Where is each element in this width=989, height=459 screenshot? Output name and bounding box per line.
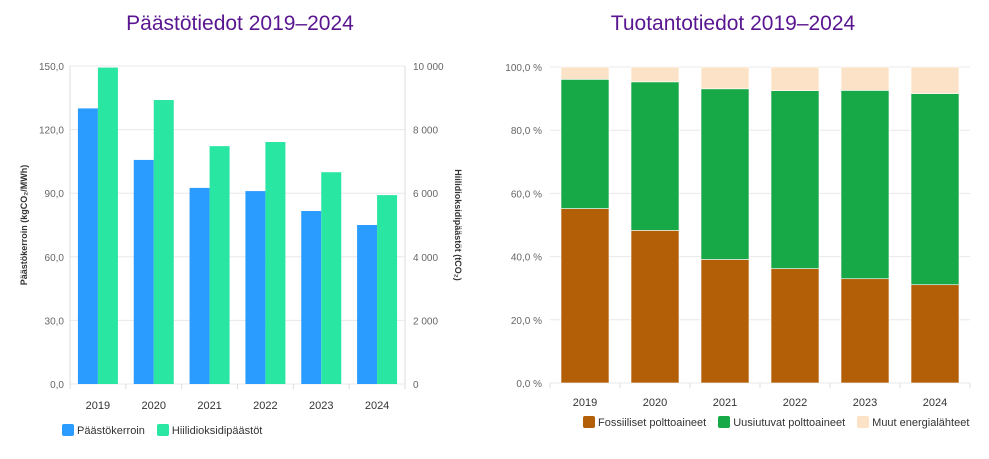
bar-paastokerroin	[245, 191, 266, 384]
y-tick-label: 100,0 %	[505, 63, 542, 74]
stacked-bar-segment	[910, 284, 960, 384]
legend-item[interactable]: Hiilidioksidipäästöt	[156, 424, 263, 437]
production-legend: Fossiiliset polttoaineet Uusiutuvat poltt…	[583, 416, 969, 429]
legend-swatch	[718, 416, 731, 428]
stacked-bar-segment	[840, 66, 890, 91]
bar-hiilidioksidipaastot	[153, 100, 174, 384]
stacked-bar-segment	[770, 268, 820, 384]
stacked-bar-segment	[700, 88, 750, 260]
legend-item[interactable]: Uusiutuvat polttoaineet	[718, 416, 845, 429]
legend-label: Päästökerroin	[77, 425, 145, 437]
bar-paastokerroin	[301, 211, 322, 384]
y-tick-label: 0,0 %	[516, 379, 542, 390]
y-tick-label: 60,0	[45, 253, 65, 264]
stacked-bar-segment	[560, 66, 610, 80]
legend-swatch	[857, 416, 870, 428]
x-tick-label: 2020	[643, 397, 667, 409]
stacked-bar-segment	[630, 81, 680, 231]
y2-tick-label: 10 000	[413, 62, 444, 73]
bar-hiilidioksidipaastot	[97, 67, 118, 384]
y-tick-label: 60,0 %	[511, 189, 542, 200]
x-tick-label: 2023	[309, 400, 333, 412]
y-tick-label: 120,0	[39, 126, 64, 137]
stacked-bar-segment	[630, 66, 680, 83]
y-tick-label: 90,0	[45, 189, 65, 200]
bar-paastokerroin	[133, 159, 154, 384]
x-tick-label: 2019	[573, 397, 597, 409]
y-tick-label: 20,0 %	[511, 316, 542, 327]
legend-label: Muut energialähteet	[872, 417, 970, 429]
stacked-bar-segment	[560, 208, 610, 384]
emissions-chart-title: Päästötiedot 2019–2024	[126, 12, 354, 35]
bar-hiilidioksidipaastot	[209, 146, 230, 384]
y2-tick-label: 2 000	[413, 316, 438, 327]
y2-axis-title: Hiilidioksidipäästöt (tCO₂)	[453, 169, 463, 281]
x-tick-label: 2022	[783, 397, 807, 409]
production-chart-title: Tuotantotiedot 2019–2024	[610, 12, 856, 35]
x-tick-label: 2023	[853, 397, 877, 409]
bar-hiilidioksidipaastot	[265, 142, 286, 384]
stacked-bar-segment	[770, 66, 820, 92]
x-tick-label: 2021	[197, 400, 221, 412]
legend-swatch	[156, 424, 169, 436]
emissions-legend: Päästökerroin Hiilidioksidipäästöt	[62, 424, 262, 437]
legend-swatch	[62, 424, 74, 436]
legend-label: Hiilidioksidipäästöt	[171, 425, 263, 437]
bar-paastokerroin	[357, 225, 378, 384]
bar-paastokerroin	[189, 187, 210, 384]
stacked-bar-segment	[700, 66, 750, 90]
y2-tick-label: 4 000	[413, 253, 438, 264]
legend-item[interactable]: Muut energialähteet	[857, 416, 969, 429]
y-tick-label: 150,0	[39, 62, 64, 73]
x-tick-label: 2019	[86, 400, 110, 412]
y2-tick-label: 0	[413, 380, 419, 391]
y2-tick-label: 8 000	[413, 126, 438, 137]
stacked-bar-segment	[910, 93, 960, 286]
y-tick-label: 30,0	[45, 316, 65, 327]
stacked-bar-segment	[700, 259, 750, 384]
x-tick-label: 2022	[253, 400, 277, 412]
x-tick-label: 2024	[923, 397, 947, 409]
x-tick-label: 2020	[142, 400, 166, 412]
x-tick-label: 2021	[713, 397, 737, 409]
y-tick-label: 0,0	[50, 380, 64, 391]
stacked-bar-segment	[560, 79, 610, 209]
legend-label: Fossiiliset polttoaineet	[598, 417, 707, 429]
y2-tick-label: 6 000	[413, 189, 438, 200]
stacked-bar-segment	[770, 90, 820, 269]
bar-paastokerroin	[77, 108, 98, 385]
stacked-bar-segment	[910, 66, 960, 94]
legend-swatch	[583, 416, 595, 428]
y-tick-label: 40,0 %	[511, 253, 542, 264]
legend-item[interactable]: Päästökerroin	[62, 424, 145, 437]
bar-hiilidioksidipaastot	[321, 172, 342, 384]
legend-label: Uusiutuvat polttoaineet	[733, 417, 846, 429]
x-tick-label: 2024	[365, 400, 389, 412]
stacked-bar-segment	[840, 90, 890, 280]
y-tick-label: 80,0 %	[511, 126, 542, 137]
legend-item[interactable]: Fossiiliset polttoaineet	[583, 416, 706, 429]
stacked-bar-segment	[840, 278, 890, 384]
y-axis-title: Päästökerroin (kgCO₂/MWh)	[19, 165, 29, 286]
stacked-bar-segment	[630, 230, 680, 384]
bar-hiilidioksidipaastot	[377, 195, 398, 384]
